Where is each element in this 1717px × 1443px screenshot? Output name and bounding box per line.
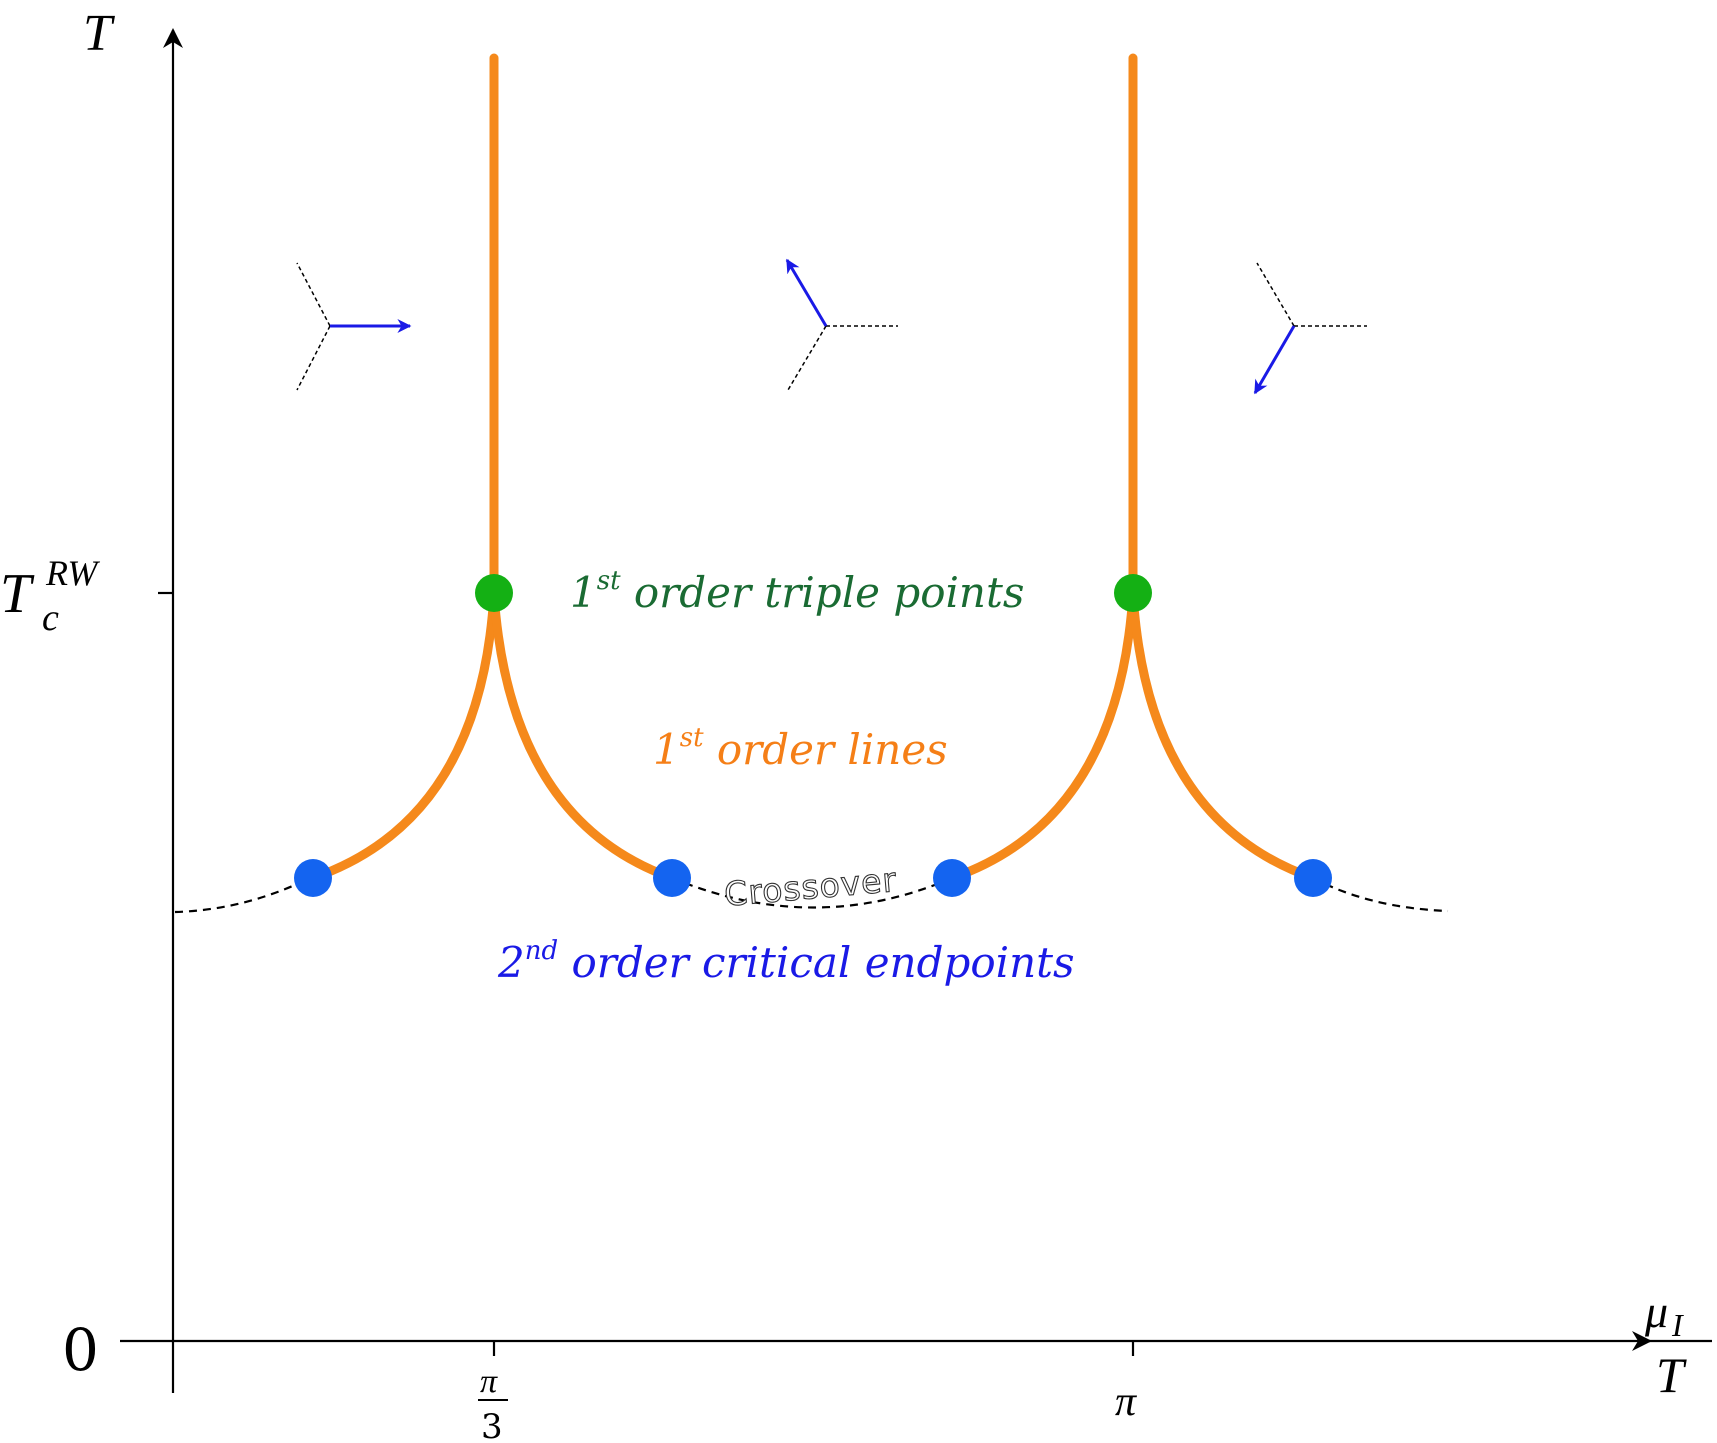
svg-text:RW: RW (45, 553, 100, 593)
critical-endpoint (653, 859, 691, 897)
svg-text:I: I (1671, 1307, 1684, 1343)
y-axis-label: T (83, 5, 115, 62)
triple-points-label: 1st order triple points (570, 566, 1024, 617)
x-tick-label-pi: π (1115, 1379, 1137, 1425)
svg-text:T: T (1656, 1347, 1687, 1403)
svg-text:c: c (42, 597, 59, 639)
first-order-branch-1 (308, 588, 499, 883)
critical-endpoints-label: 2nd order critical endpoints (497, 936, 1075, 987)
triple-point (1114, 574, 1152, 612)
svg-text:π: π (480, 1363, 498, 1400)
axes (120, 28, 1652, 1393)
svg-text:3: 3 (481, 1407, 503, 1443)
crossover-middle-curve (671, 876, 953, 909)
polyakov-loop-phase-right-icon (296, 262, 412, 391)
critical-endpoint (294, 859, 332, 897)
crossover-left-curve (174, 877, 311, 914)
first-order-lines-label: 1st order lines (653, 723, 948, 774)
x-axis-label: μ I T (1644, 1286, 1712, 1403)
crossover-label: Crossover (723, 860, 899, 914)
svg-text:T: T (0, 563, 35, 625)
y-tick-label-rw: T c RW (0, 553, 100, 639)
crossover-right-curve (1312, 877, 1449, 913)
polyakov-loop-phase-downleft-icon (1253, 262, 1367, 395)
critical-endpoint (933, 859, 971, 897)
first-order-branch-4 (1128, 588, 1318, 883)
polyakov-loop-phase-upleft-icon (785, 258, 898, 391)
first-order-branch-3 (947, 588, 1138, 883)
triple-point (475, 574, 513, 612)
svg-text:μ: μ (1644, 1286, 1668, 1337)
critical-endpoint (1294, 859, 1332, 897)
x-tick-label-pi-third: π 3 (478, 1363, 508, 1443)
first-order-branch-2 (489, 588, 677, 883)
y-origin-label: 0 (62, 1316, 99, 1384)
first-order-lines (308, 53, 1318, 883)
